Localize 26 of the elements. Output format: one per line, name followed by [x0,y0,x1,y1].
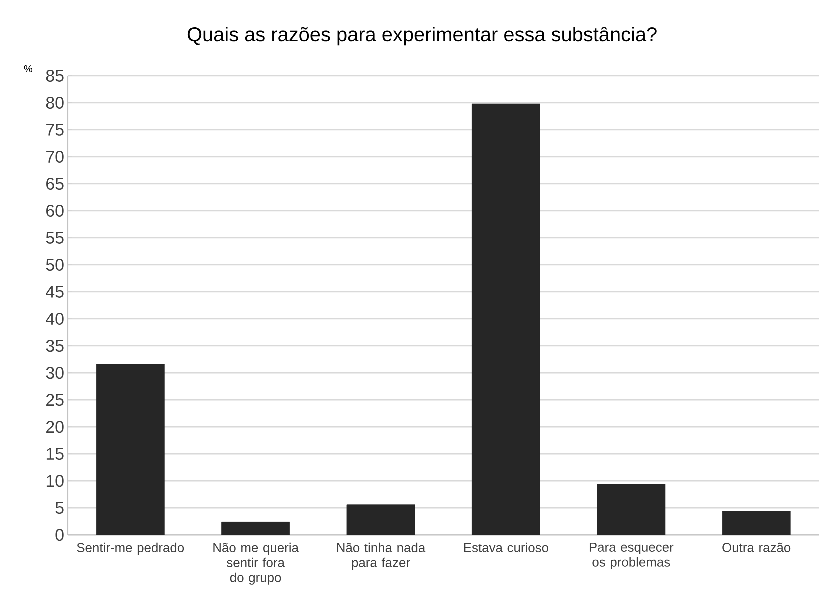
y-tick-label: 80 [46,96,64,109]
y-tick-label: 55 [46,232,64,244]
y-tick-label: 60 [46,205,64,218]
y-tick-label: 40 [46,313,64,326]
x-tick-label: Outra razão [722,542,791,552]
y-tick-label: 70 [46,150,64,163]
x-tick-label: Sentir-me pedrado [77,542,184,555]
y-tick-label: 25 [46,394,64,406]
y-tick-label: 30 [46,367,64,380]
x-tick-label: Não tinha nada para fazer [337,542,426,570]
y-tick-label: 20 [46,421,64,434]
x-tick-label: Para esquecer os problemas [590,542,674,570]
y-axis-title: % [24,65,33,72]
y-tick-label: 0 [56,529,64,542]
y-tick-label: 15 [46,448,64,460]
y-tick-label: 65 [46,178,64,190]
y-tick-label: 5 [56,502,64,514]
y-tick-label: 35 [46,340,64,352]
y-tick-label: 75 [46,124,64,136]
y-tick-label: 85 [46,70,64,82]
y-tick-label: 10 [46,475,64,488]
y-tick-label: 45 [46,286,64,298]
x-tick-label: Não me queria sentir fora do grupo [214,542,299,585]
y-tick-label: 50 [46,259,64,272]
chart-title: Quais as razões para experimentar essa substância? [188,26,657,46]
x-tick-label: Estava curioso [464,542,548,552]
